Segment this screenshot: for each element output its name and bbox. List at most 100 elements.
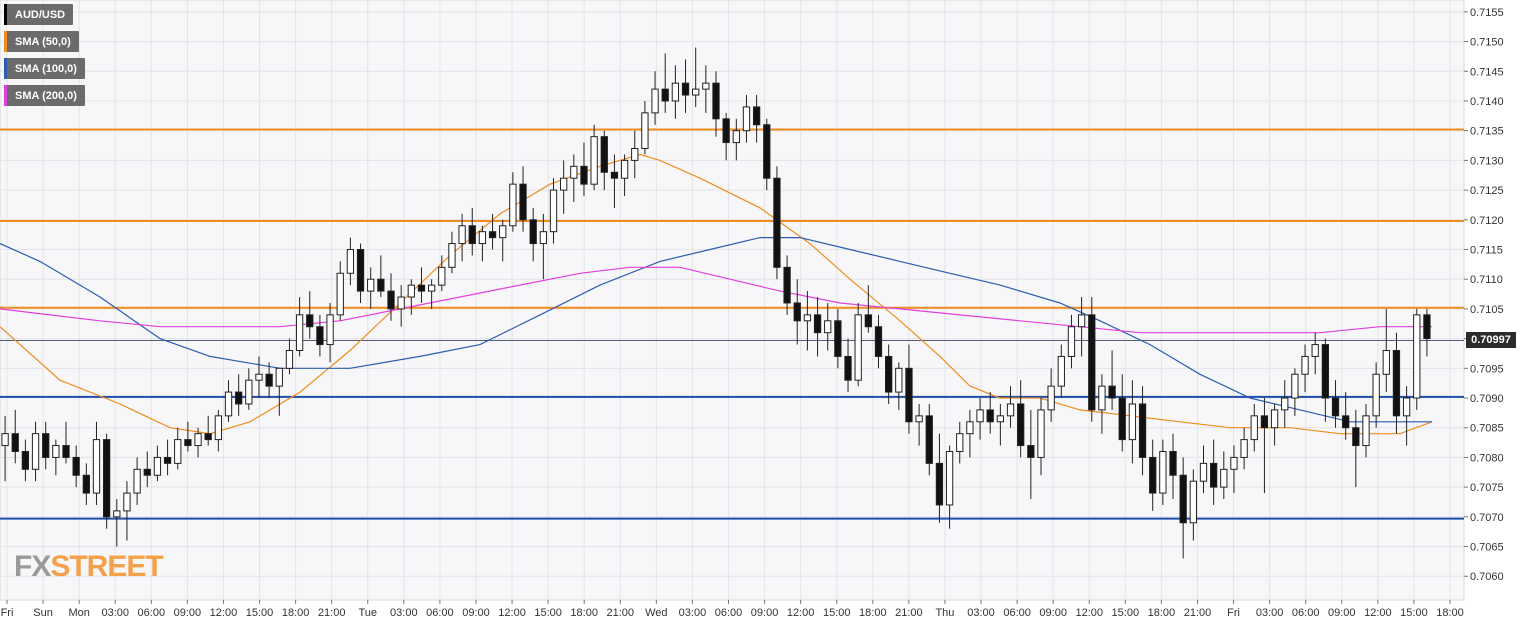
y-tick-label: 0.7115 [1470, 245, 1503, 257]
candle-body [143, 468, 151, 476]
logo-fx: FX [14, 550, 51, 583]
candle-body [885, 355, 893, 393]
candle-body [752, 106, 761, 126]
candle-body [123, 492, 131, 512]
candle-body [1179, 474, 1187, 524]
candle-body [1108, 385, 1116, 399]
candle-body [356, 249, 365, 292]
candle-body [1189, 480, 1197, 524]
x-tick-label: 06:00 [715, 607, 743, 619]
x-tick-label: 09:00 [1039, 607, 1067, 619]
candle-body [468, 225, 476, 245]
candle-body [631, 148, 639, 161]
legend-item-sma200[interactable]: SMA (200,0) [4, 85, 85, 106]
candle-body [976, 409, 984, 423]
candle-body [1301, 355, 1309, 375]
candle-body [996, 415, 1005, 423]
candle-body [671, 82, 680, 102]
candle-body [377, 278, 385, 292]
legend-label: AUD/USD [15, 8, 66, 21]
candle-body [1291, 373, 1299, 399]
candle-body [417, 284, 426, 292]
candle-body [102, 439, 111, 518]
x-tick-label: 21:00 [607, 607, 635, 619]
candle-body [1392, 349, 1401, 417]
candle-body [529, 219, 537, 245]
candle-body [905, 367, 913, 423]
x-tick-label: 18:00 [282, 607, 310, 619]
current-price-tag: 0.70997 [1466, 332, 1516, 349]
candle-body [509, 183, 517, 227]
candle-body [793, 302, 801, 322]
candle-body [1169, 450, 1177, 476]
x-tick-label: 03:00 [1256, 607, 1284, 619]
x-tick-label: 15:00 [246, 607, 274, 619]
candle-body [1067, 326, 1076, 357]
legend-item-sma50[interactable]: SMA (50,0) [4, 31, 79, 52]
candle-body [163, 456, 172, 464]
x-tick-label: 03:00 [101, 607, 129, 619]
candle-body [1, 433, 9, 447]
candle-body [1423, 314, 1431, 340]
candle-body [478, 231, 487, 245]
x-tick-label: 06:00 [1003, 607, 1031, 619]
x-tick-label: Fri [1227, 607, 1240, 619]
candle-body [194, 433, 202, 447]
candle-body [427, 284, 436, 292]
x-tick-label: 21:00 [895, 607, 923, 619]
x-tick-label: 15:00 [823, 607, 851, 619]
candle-body [92, 439, 101, 494]
y-tick-label: 0.7130 [1470, 155, 1504, 167]
candle-body [1230, 456, 1238, 470]
legend-swatch [4, 58, 7, 79]
candle-body [1342, 415, 1350, 429]
x-tick-label: 03:00 [679, 607, 707, 619]
candle-body [580, 165, 588, 185]
candle-body [31, 433, 40, 470]
horizontal-levels [0, 128, 1464, 520]
candle-body [367, 278, 375, 292]
x-tick-label: Mon [68, 607, 89, 619]
candle-body [1240, 439, 1248, 458]
candle-body [1128, 403, 1137, 441]
candle-body [549, 189, 558, 233]
candle-body [519, 183, 527, 221]
candle-body [1413, 314, 1421, 399]
logo-street: STREET [50, 550, 163, 583]
candle-body [1382, 349, 1390, 375]
candle-body [214, 415, 223, 441]
candle-body [692, 88, 700, 96]
y-tick-label: 0.7145 [1470, 66, 1504, 78]
legend-swatch [4, 4, 7, 25]
candle-body [600, 136, 608, 173]
y-tick-label: 0.7090 [1470, 393, 1504, 405]
candle-body [1057, 355, 1065, 387]
candle-body [956, 433, 964, 452]
candle-body [844, 355, 852, 381]
x-tick-label: 03:00 [967, 607, 995, 619]
candle-body [803, 314, 812, 322]
candle-body [1331, 397, 1340, 417]
legend-swatch [4, 85, 7, 106]
candle-body [245, 379, 253, 405]
y-tick-label: 0.7080 [1470, 452, 1504, 464]
legend-item-sma100[interactable]: SMA (100,0) [4, 58, 85, 79]
legend-item-audusd[interactable]: AUD/USD [4, 4, 74, 25]
candle-body [11, 433, 19, 452]
candle-body [316, 326, 324, 346]
candle-body [925, 415, 933, 464]
candle-body [397, 296, 405, 310]
candle-body [1017, 403, 1025, 447]
candle-body [204, 433, 212, 441]
x-tick-label: 09:00 [751, 607, 779, 619]
candle-body [306, 314, 314, 328]
candle-body [773, 177, 781, 268]
candle-body [62, 445, 70, 458]
candle-body [82, 474, 90, 494]
candle-body [1209, 462, 1218, 488]
x-tick-label: 09:00 [1328, 607, 1356, 619]
candle-body [174, 439, 182, 464]
candle-body [184, 439, 192, 447]
candle-body [1118, 397, 1126, 441]
